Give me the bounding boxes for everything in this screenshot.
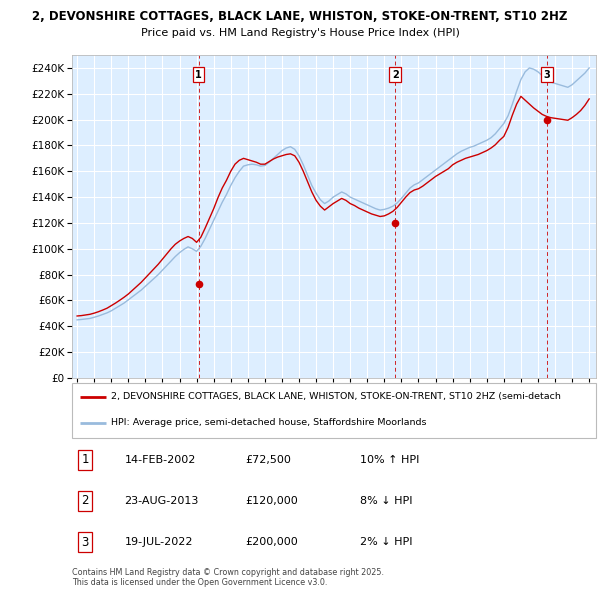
Text: 14-FEB-2002: 14-FEB-2002 xyxy=(124,455,196,465)
Text: 3: 3 xyxy=(544,70,551,80)
Text: 2, DEVONSHIRE COTTAGES, BLACK LANE, WHISTON, STOKE-ON-TRENT, ST10 2HZ (semi-deta: 2, DEVONSHIRE COTTAGES, BLACK LANE, WHIS… xyxy=(112,392,561,401)
Text: 2, DEVONSHIRE COTTAGES, BLACK LANE, WHISTON, STOKE-ON-TRENT, ST10 2HZ: 2, DEVONSHIRE COTTAGES, BLACK LANE, WHIS… xyxy=(32,10,568,23)
Text: £200,000: £200,000 xyxy=(245,537,298,548)
Text: 8% ↓ HPI: 8% ↓ HPI xyxy=(360,496,413,506)
Text: Price paid vs. HM Land Registry's House Price Index (HPI): Price paid vs. HM Land Registry's House … xyxy=(140,28,460,38)
Text: 2% ↓ HPI: 2% ↓ HPI xyxy=(360,537,413,548)
Text: HPI: Average price, semi-detached house, Staffordshire Moorlands: HPI: Average price, semi-detached house,… xyxy=(112,418,427,427)
Text: 1: 1 xyxy=(195,70,202,80)
Text: 19-JUL-2022: 19-JUL-2022 xyxy=(124,537,193,548)
Text: 23-AUG-2013: 23-AUG-2013 xyxy=(124,496,199,506)
Text: £72,500: £72,500 xyxy=(245,455,291,465)
FancyBboxPatch shape xyxy=(72,383,596,438)
Text: 2: 2 xyxy=(82,494,89,507)
Text: Contains HM Land Registry data © Crown copyright and database right 2025.
This d: Contains HM Land Registry data © Crown c… xyxy=(72,568,384,587)
Text: 1: 1 xyxy=(82,453,89,466)
Text: 3: 3 xyxy=(82,536,89,549)
Text: £120,000: £120,000 xyxy=(245,496,298,506)
Text: 2: 2 xyxy=(392,70,398,80)
Text: 10% ↑ HPI: 10% ↑ HPI xyxy=(360,455,419,465)
